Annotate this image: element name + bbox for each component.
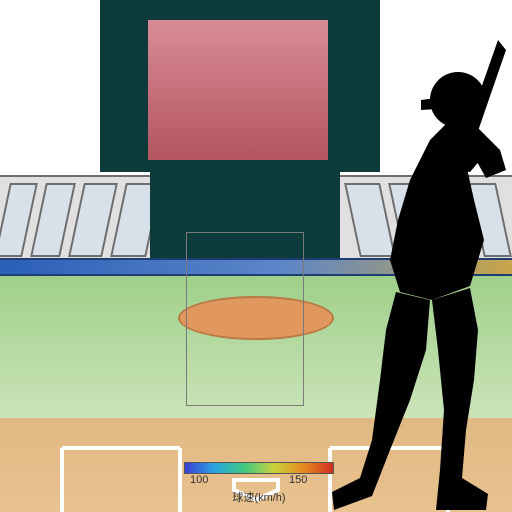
batter-silhouette (0, 0, 512, 512)
